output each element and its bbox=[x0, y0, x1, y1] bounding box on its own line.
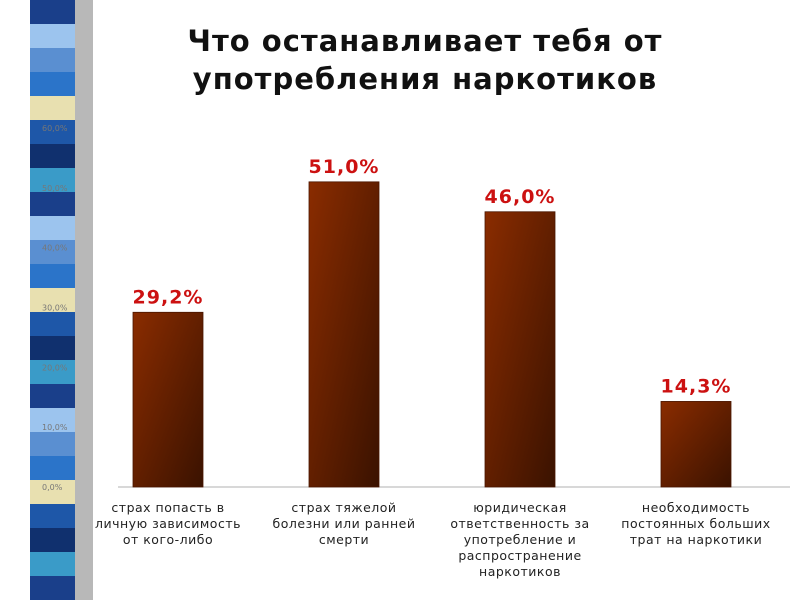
stripe-block bbox=[30, 168, 75, 192]
stripe-block bbox=[30, 48, 75, 72]
bar bbox=[308, 181, 380, 488]
value-label: 51,0% bbox=[309, 156, 380, 178]
stripe-block bbox=[30, 264, 75, 288]
stripe-block bbox=[30, 0, 75, 24]
category-label: необходимость постоянных больших трат на… bbox=[621, 500, 771, 547]
value-label: 14,3% bbox=[661, 375, 732, 397]
stripe-block bbox=[30, 240, 75, 264]
category-label: юридическая ответственность за употребле… bbox=[450, 500, 590, 579]
stripe-block bbox=[30, 456, 75, 480]
stripe-block bbox=[30, 552, 75, 576]
y-tick-label: 10,0% bbox=[42, 423, 68, 432]
stripe-block bbox=[30, 576, 75, 600]
y-tick-label: 0,0% bbox=[42, 483, 63, 492]
y-tick-label: 30,0% bbox=[42, 304, 68, 313]
stripe-block bbox=[30, 96, 75, 120]
stripe-block bbox=[30, 216, 75, 240]
category-label: страх тяжелой болезни или ранней смерти bbox=[272, 500, 416, 547]
stripe-block bbox=[30, 312, 75, 336]
bar bbox=[484, 211, 556, 488]
value-label: 29,2% bbox=[133, 286, 204, 308]
stripe-block bbox=[30, 336, 75, 360]
decorative-stripe-band bbox=[0, 0, 95, 600]
stripe-block bbox=[30, 72, 75, 96]
stripe-block bbox=[30, 384, 75, 408]
category-label: страх попасть в личную зависимость от ко… bbox=[95, 500, 241, 547]
stripe-block bbox=[30, 288, 75, 312]
stripe-block bbox=[30, 480, 75, 504]
y-tick-label: 50,0% bbox=[42, 184, 68, 193]
bar bbox=[660, 401, 732, 488]
stripe-block bbox=[30, 120, 75, 144]
value-label: 46,0% bbox=[485, 186, 556, 208]
stripe-block bbox=[30, 24, 75, 48]
stripe-block bbox=[30, 528, 75, 552]
y-tick-label: 40,0% bbox=[42, 244, 68, 253]
chart-title: Что останавливает тебя от употребления н… bbox=[187, 24, 663, 96]
stripe-block bbox=[30, 504, 75, 528]
stripe-block bbox=[30, 360, 75, 384]
stripe-block bbox=[30, 408, 75, 432]
y-tick-label: 20,0% bbox=[42, 363, 68, 372]
stripe-gray-edge bbox=[75, 0, 93, 600]
stripe-block bbox=[30, 144, 75, 168]
y-tick-label: 60,0% bbox=[42, 124, 68, 133]
stripe-block bbox=[30, 192, 75, 216]
bar bbox=[132, 311, 204, 488]
stripe-block bbox=[30, 432, 75, 456]
